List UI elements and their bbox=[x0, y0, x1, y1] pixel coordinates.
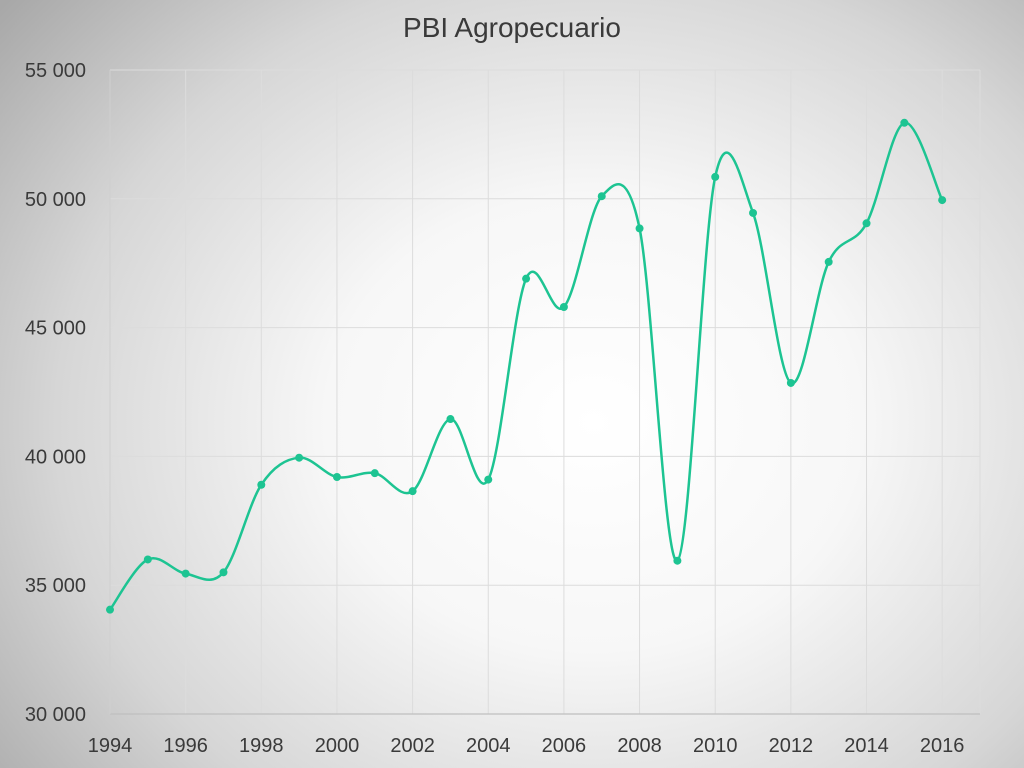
data-point bbox=[446, 415, 455, 424]
y-tick-label: 45 000 bbox=[25, 318, 86, 340]
x-tick-label: 1994 bbox=[88, 735, 133, 757]
y-tick-label: 35 000 bbox=[25, 575, 86, 597]
data-point bbox=[370, 469, 379, 478]
x-tick-label: 2010 bbox=[693, 735, 738, 757]
grid-lines bbox=[109, 69, 981, 715]
data-point bbox=[749, 208, 758, 217]
chart-title: PBI Agropecuario bbox=[403, 12, 621, 43]
x-tick-label: 2004 bbox=[466, 735, 511, 757]
data-point bbox=[900, 118, 909, 127]
x-tick-label: 2012 bbox=[769, 735, 814, 757]
data-point bbox=[786, 378, 795, 387]
y-tick-label: 30 000 bbox=[25, 704, 86, 726]
x-tick-label: 2006 bbox=[542, 735, 587, 757]
axes bbox=[109, 70, 980, 715]
data-point bbox=[181, 569, 190, 578]
data-point bbox=[522, 274, 531, 283]
tick-labels: 30 000 35 000 40 000 45 000 50 000 55 000 1994… bbox=[25, 60, 965, 757]
x-tick-label: 2002 bbox=[390, 735, 435, 757]
data-points bbox=[106, 118, 947, 614]
data-point bbox=[143, 555, 152, 564]
data-point bbox=[295, 453, 304, 462]
x-tick-label: 1998 bbox=[239, 735, 284, 757]
data-point bbox=[597, 192, 606, 201]
series-line bbox=[108, 121, 944, 611]
data-point bbox=[332, 473, 341, 482]
data-point bbox=[862, 219, 871, 228]
y-tick-label: 50 000 bbox=[25, 189, 86, 211]
x-tick-label: 2000 bbox=[315, 735, 360, 757]
x-tick-label: 2016 bbox=[920, 735, 965, 757]
data-point bbox=[219, 568, 228, 577]
data-point bbox=[106, 605, 114, 614]
series-layer bbox=[108, 121, 944, 611]
data-point bbox=[257, 480, 266, 489]
x-tick-label: 1996 bbox=[163, 735, 208, 757]
data-point bbox=[408, 487, 417, 496]
data-point bbox=[711, 172, 720, 181]
y-tick-label: 55 000 bbox=[25, 60, 86, 82]
data-point bbox=[824, 257, 833, 266]
y-tick-label: 40 000 bbox=[25, 446, 86, 468]
data-point bbox=[559, 302, 568, 311]
data-point bbox=[635, 224, 644, 233]
data-point bbox=[673, 556, 682, 565]
x-tick-label: 2008 bbox=[617, 735, 662, 757]
data-point bbox=[938, 196, 947, 205]
data-point bbox=[484, 475, 493, 484]
x-tick-label: 2014 bbox=[844, 735, 889, 757]
